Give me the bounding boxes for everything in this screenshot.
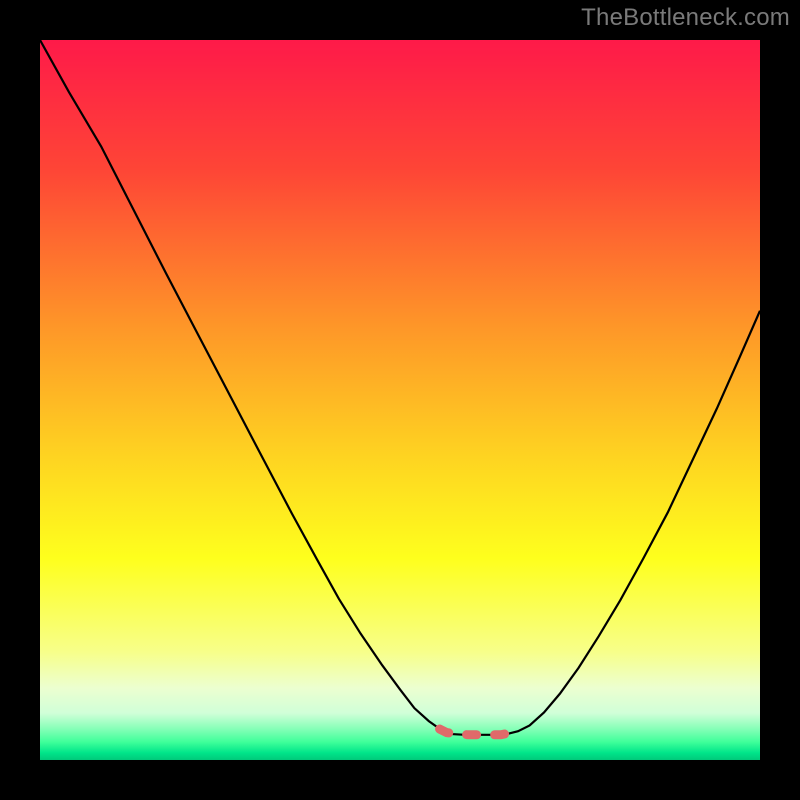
chart-background <box>40 40 760 760</box>
chart-container <box>40 40 760 760</box>
watermark-text: TheBottleneck.com <box>581 4 790 32</box>
chart-svg <box>40 40 760 760</box>
